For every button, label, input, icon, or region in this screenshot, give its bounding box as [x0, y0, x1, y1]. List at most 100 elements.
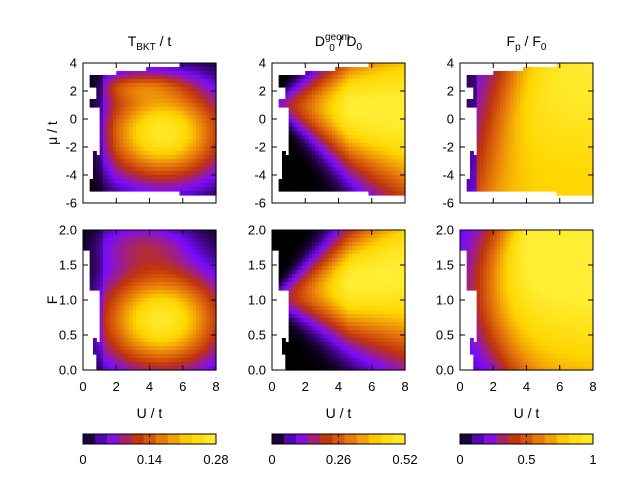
heat-cell: [483, 107, 488, 112]
heat-cell: [529, 163, 534, 168]
heat-cell: [189, 238, 194, 243]
heat-cell: [579, 139, 584, 144]
heat-cell: [335, 103, 340, 108]
heat-cell: [199, 322, 204, 327]
heat-cell: [351, 75, 356, 80]
heat-cell: [162, 143, 167, 148]
heat-cell: [186, 127, 190, 132]
heat-cell: [549, 87, 554, 92]
heat-cell: [199, 131, 204, 136]
heat-cell: [162, 79, 167, 84]
heat-cell: [308, 151, 313, 156]
heat-cell: [483, 147, 488, 152]
heat-cell: [315, 107, 320, 112]
heat-cell: [325, 87, 330, 92]
heat-cell: [579, 171, 584, 176]
heat-cell: [142, 334, 147, 339]
heat-cell: [196, 111, 200, 116]
heat-cell: [351, 111, 356, 116]
heat-cell: [132, 115, 137, 120]
heat-cell: [189, 314, 194, 319]
heat-cell: [566, 95, 571, 100]
heat-cell: [529, 91, 534, 96]
heat-cell: [325, 83, 330, 88]
heat-cell: [301, 99, 306, 104]
heat-cell: [328, 187, 333, 192]
heat-cell: [166, 274, 171, 279]
heat-cell: [295, 322, 300, 327]
heat-cell: [206, 107, 210, 112]
heat-cell: [206, 119, 210, 124]
heat-cell: [132, 79, 137, 84]
heat-cell: [149, 266, 154, 271]
heat-cell: [368, 171, 373, 176]
heat-cell: [209, 127, 214, 132]
heat-cell: [351, 179, 356, 184]
heat-cell: [126, 119, 131, 124]
heat-cell: [341, 99, 346, 104]
heat-cell: [301, 127, 306, 132]
heat-cell: [361, 67, 366, 72]
heat-cell: [338, 127, 343, 132]
heat-cell: [378, 127, 383, 132]
heat-cell: [126, 322, 131, 327]
heat-cell: [126, 151, 131, 156]
heat-cell: [355, 139, 360, 144]
heat-cell: [328, 111, 333, 116]
heat-cell: [92, 238, 97, 243]
heat-cell: [331, 79, 336, 84]
heat-cell: [96, 230, 101, 235]
heat-cell: [176, 183, 181, 188]
heat-cell: [102, 91, 107, 96]
heat-cell: [106, 250, 111, 255]
heat-cell: [368, 183, 373, 188]
heat-cell: [371, 143, 376, 148]
heat-cell: [169, 302, 174, 307]
heat-cell: [506, 135, 511, 140]
heat-cell: [129, 127, 134, 132]
heat-cell: [516, 115, 521, 120]
heat-cell: [325, 167, 330, 172]
heat-cell: [385, 67, 389, 72]
heat-cell: [288, 338, 293, 343]
heat-cell: [116, 298, 121, 303]
heat-cell: [202, 266, 207, 271]
heat-cell: [381, 87, 386, 92]
heat-cell: [169, 366, 174, 371]
heat-cell: [146, 334, 151, 339]
heat-cell: [563, 107, 568, 112]
heat-cell: [335, 95, 340, 100]
heat-cell: [288, 111, 293, 116]
heat-cell: [589, 91, 594, 96]
heat-cell: [192, 131, 197, 136]
heat-cell: [139, 171, 144, 176]
heat-cell: [209, 254, 214, 259]
heat-cell: [355, 151, 360, 156]
heat-cell: [106, 111, 111, 116]
heat-cell: [573, 75, 577, 80]
heat-cell: [122, 123, 127, 128]
heat-cell: [102, 151, 107, 156]
heat-cell: [298, 107, 303, 112]
heat-cell: [483, 75, 488, 80]
heat-cell: [371, 159, 376, 164]
heat-cell: [388, 99, 393, 104]
heat-cell: [473, 83, 478, 88]
heat-cell: [116, 346, 121, 351]
heat-cell: [579, 63, 584, 68]
heat-cell: [189, 95, 194, 100]
heat-cell: [209, 87, 214, 92]
heat-cell: [129, 230, 134, 235]
heat-cell: [126, 111, 131, 116]
heat-cell: [126, 127, 131, 132]
heat-cell: [99, 314, 104, 319]
heat-cell: [119, 115, 124, 120]
heat-cell: [169, 75, 174, 80]
heat-cell: [126, 171, 131, 176]
heat-cell: [159, 71, 164, 76]
heat-cell: [149, 290, 154, 295]
heat-cell: [169, 119, 174, 124]
heat-cell: [275, 230, 280, 235]
heat-cell: [192, 171, 197, 176]
heat-cell: [116, 147, 121, 152]
